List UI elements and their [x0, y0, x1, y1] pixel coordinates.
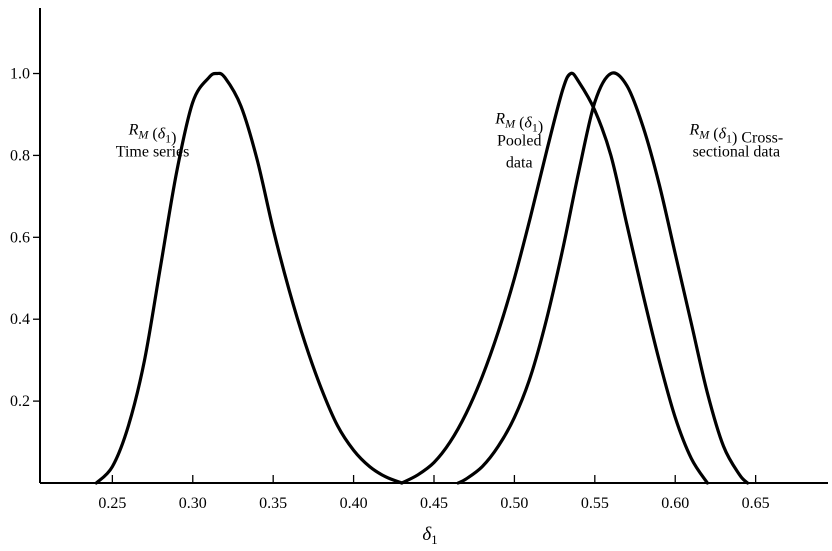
y-ticks: 0.2 0.4 0.6 0.8 1.0	[10, 66, 40, 410]
annotation-line: RM (δ1)	[128, 121, 177, 146]
y-tick-label: 0.2	[10, 393, 30, 410]
curves	[94, 71, 750, 485]
y-tick-label: 0.4	[10, 311, 30, 328]
annotation-line: data	[506, 154, 533, 171]
x-axis-label: δ1	[422, 524, 437, 547]
annotation-line: Time series	[116, 143, 190, 160]
x-axis: 0.25 0.30 0.35 0.40 0.45 0.50 0.55 0.60 0.65 δ1	[40, 475, 828, 547]
y-tick-label: 0.6	[10, 229, 30, 246]
annotation-line: Pooled	[497, 132, 541, 149]
time-series-curve	[94, 71, 404, 485]
x-tick-label: 0.50	[500, 495, 528, 512]
x-tick-label: 0.40	[340, 495, 368, 512]
annotation-line: RM (δ1)	[494, 110, 543, 135]
x-tick-label: 0.30	[179, 495, 207, 512]
x-tick-label: 0.55	[581, 495, 609, 512]
annotation-line: RM (δ1) Cross-	[689, 121, 784, 146]
y-tick-label: 1.0	[10, 66, 30, 83]
y-axis: 0.2 0.4 0.6 0.8 1.0	[10, 8, 41, 483]
x-tick-label: 0.25	[98, 495, 126, 512]
x-tick-label: 0.65	[742, 495, 770, 512]
x-tick-label: 0.45	[420, 495, 448, 512]
annotation-pooled: RM (δ1)Pooled data	[494, 110, 543, 171]
cross-sectional-curve	[456, 71, 750, 485]
pooled-data-curve	[400, 71, 709, 485]
x-tick-label: 0.60	[661, 495, 689, 512]
x-ticks: 0.25 0.30 0.35 0.40 0.45 0.50 0.55 0.60 0.65	[98, 475, 770, 512]
y-tick-label: 0.8	[10, 147, 30, 164]
x-tick-label: 0.35	[259, 495, 287, 512]
annotation-time-series: RM (δ1)Time series	[116, 121, 190, 160]
annotation-cross-sectional: RM (δ1) Cross-sectional data	[689, 121, 784, 160]
annotation-line: sectional data	[693, 143, 781, 160]
